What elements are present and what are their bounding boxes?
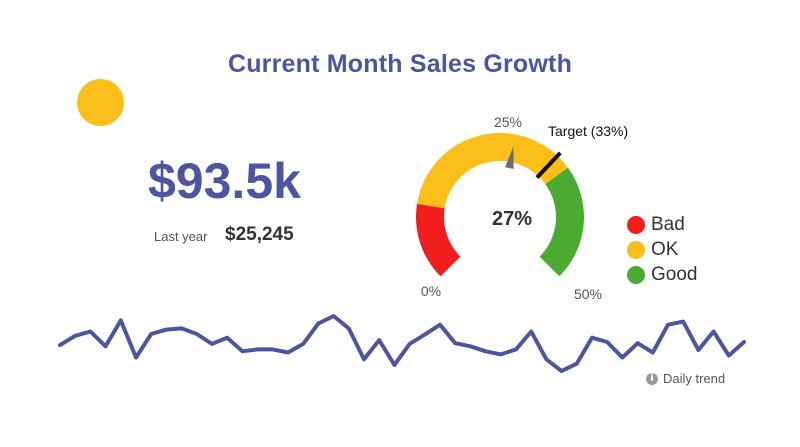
info-icon[interactable]: i <box>646 372 658 385</box>
gauge-target-label: Target (33%) <box>548 123 628 139</box>
gauge-needle <box>505 146 514 169</box>
gauge-min-label: 0% <box>421 283 441 299</box>
chart-title: Current Month Sales Growth <box>227 50 573 78</box>
legend-swatch-good <box>627 265 645 284</box>
legend-item-bad: Bad <box>627 212 697 237</box>
last-year-value: $25,245 <box>225 224 294 245</box>
legend-label-ok: OK <box>651 238 679 260</box>
trend-label: i Daily trend <box>646 371 725 386</box>
last-year-label: Last year <box>154 229 208 244</box>
gauge-max-label: 50% <box>574 286 602 302</box>
gauge-band-bad <box>416 203 461 277</box>
gauge-band-good <box>539 167 584 277</box>
gauge-legend: Bad OK Good <box>627 212 697 287</box>
gauge-mid-label: 25% <box>494 114 522 130</box>
legend-label-bad: Bad <box>651 213 685 235</box>
trend-label-text: Daily trend <box>663 371 726 386</box>
gauge-target-marker <box>535 151 562 180</box>
kpi-value: $93.5k <box>148 153 301 209</box>
legend-swatch-ok <box>627 240 645 259</box>
legend-item-ok: OK <box>627 237 697 262</box>
gauge-band-ok <box>417 133 568 209</box>
yellow-dot-decoration <box>77 79 124 126</box>
gauge-value-label: 27% <box>492 208 532 230</box>
legend-item-good: Good <box>627 262 697 287</box>
legend-swatch-bad <box>627 215 645 234</box>
trend-series-line <box>58 314 746 374</box>
legend-label-good: Good <box>651 263 698 285</box>
